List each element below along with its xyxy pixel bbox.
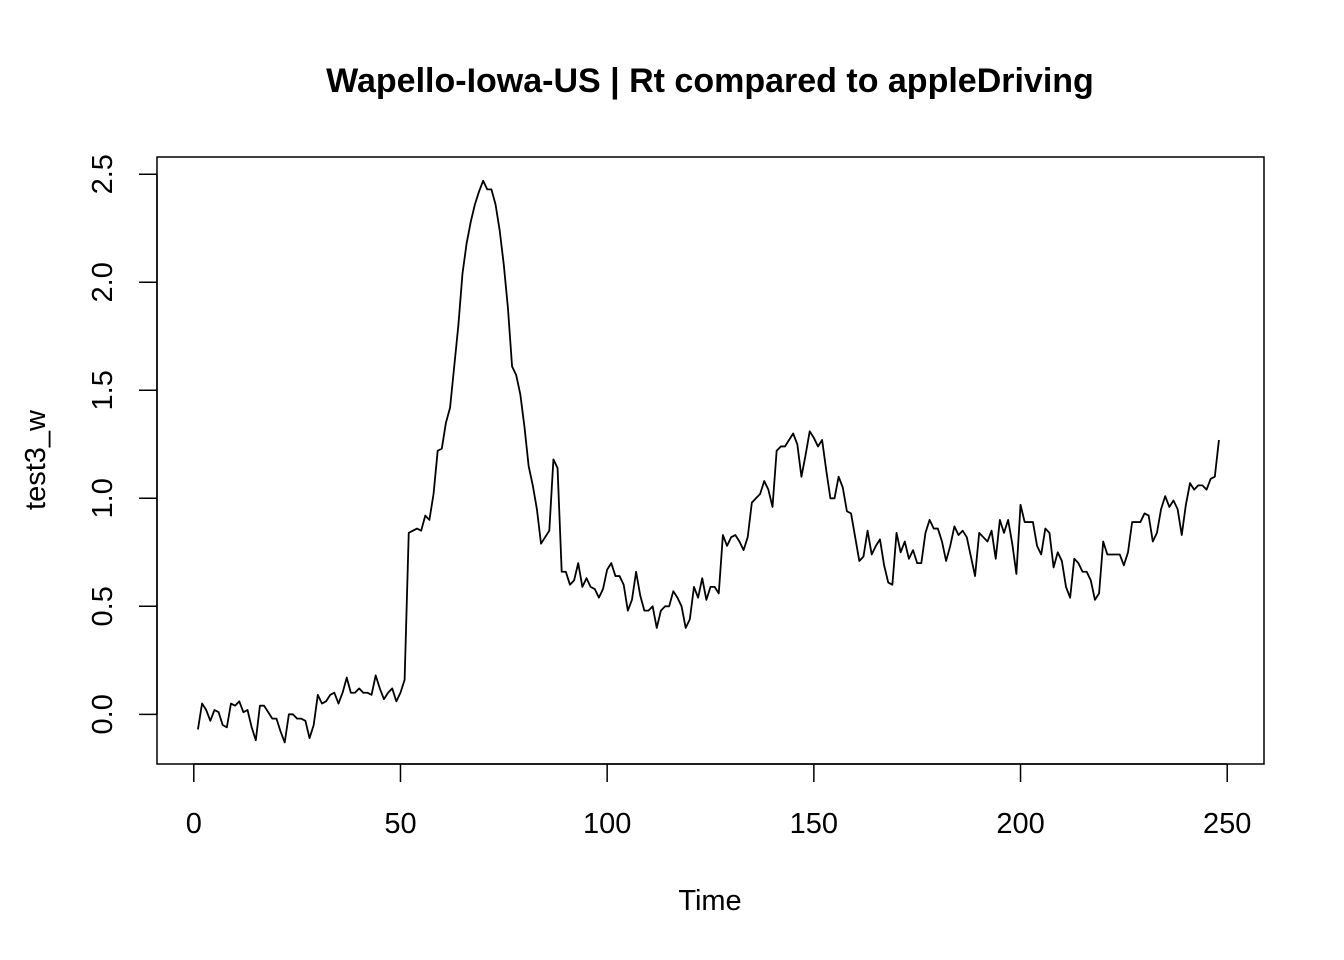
y-tick-label: 2.0 <box>87 262 119 302</box>
x-tick-label: 250 <box>1203 808 1251 840</box>
series-line <box>197 179 1220 744</box>
x-tick-label: 0 <box>186 808 202 840</box>
x-tick-label: 200 <box>996 808 1044 840</box>
y-axis: 0.0 0.5 1.0 1.5 2.0 2.5 <box>87 154 158 734</box>
y-tick-label: 1.0 <box>87 478 119 518</box>
x-axis-label: Time <box>678 885 741 917</box>
chart-title: Wapello-Iowa-US | Rt compared to appleDr… <box>326 62 1094 100</box>
y-tick-label: 0.0 <box>87 694 119 734</box>
series-layer <box>197 179 1220 744</box>
x-tick-label: 150 <box>790 808 838 840</box>
x-axis: 0 50 100 150 200 250 <box>186 763 1251 840</box>
y-tick-label: 1.5 <box>87 370 119 410</box>
x-tick-label: 100 <box>583 808 631 840</box>
y-tick-label: 0.5 <box>87 586 119 626</box>
y-tick-label: 2.5 <box>87 154 119 194</box>
x-tick-label: 50 <box>384 808 416 840</box>
y-axis-label: test3_w <box>20 409 52 510</box>
